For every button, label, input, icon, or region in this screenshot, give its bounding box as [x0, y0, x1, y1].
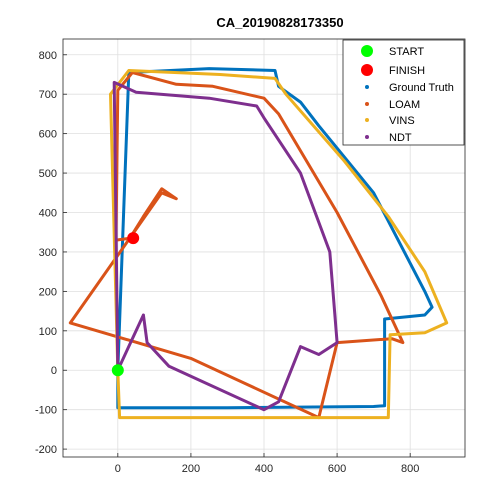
- y-tick-label: 600: [39, 129, 57, 141]
- legend-ndt-label: NDT: [389, 132, 412, 144]
- legend-finish-swatch: [361, 64, 373, 76]
- legend-entry-finish: FINISH: [361, 64, 425, 77]
- y-tick-label: -200: [35, 444, 57, 456]
- y-tick-label: 300: [39, 247, 57, 259]
- y-tick-label: -100: [35, 405, 57, 417]
- series-layer: [68, 67, 449, 420]
- legend-entry-start: START: [361, 45, 424, 58]
- y-tick-label: 100: [39, 326, 57, 338]
- plot-frame: [62, 38, 466, 458]
- y-tick-label: 400: [39, 208, 57, 220]
- y-tick-label: 200: [39, 286, 57, 298]
- legend-start-swatch: [361, 45, 373, 57]
- legend-start-label: START: [389, 46, 424, 58]
- legend-box: [342, 39, 465, 146]
- x-tick-label: 0: [115, 463, 121, 475]
- legend-ndt-swatch: [365, 135, 369, 139]
- legend: START FINISH Ground Truth LOAM VINS NDT: [342, 39, 465, 146]
- series-ndt: [112, 80, 339, 412]
- y-tick-label: 500: [39, 168, 57, 180]
- legend-entry-loam: LOAM: [365, 99, 420, 111]
- start-marker: [111, 364, 124, 377]
- x-tick-label: 400: [255, 463, 273, 475]
- series-ground-truth: [116, 67, 434, 410]
- legend-entry-ground-truth: Ground Truth: [365, 82, 454, 94]
- legend-finish-label: FINISH: [389, 65, 425, 77]
- y-tick-label: 0: [51, 365, 57, 377]
- legend-entry-ndt: NDT: [365, 132, 412, 144]
- legend-loam-label: LOAM: [389, 99, 420, 111]
- y-tick-label: 800: [39, 50, 57, 62]
- legend-vins-label: VINS: [389, 115, 415, 127]
- finish-marker: [127, 232, 140, 245]
- legend-ground-truth-swatch: [365, 85, 369, 89]
- chart-title: CA_20190828173350: [216, 15, 343, 30]
- x-tick-label: 600: [328, 463, 346, 475]
- legend-entry-vins: VINS: [365, 115, 415, 127]
- x-tick-label: 200: [182, 463, 200, 475]
- y-tick-label: 700: [39, 89, 57, 101]
- x-tick-label: 800: [401, 463, 419, 475]
- legend-ground-truth-label: Ground Truth: [389, 82, 454, 94]
- series-loam: [68, 71, 405, 420]
- legend-loam-swatch: [365, 102, 369, 106]
- legend-vins-swatch: [365, 118, 369, 122]
- tick-labels: 0 200 400 600 800 -200 -100 0 100 200 300 400 500 600…: [35, 50, 419, 475]
- series-vins: [109, 69, 449, 420]
- marker-layer: [111, 232, 140, 377]
